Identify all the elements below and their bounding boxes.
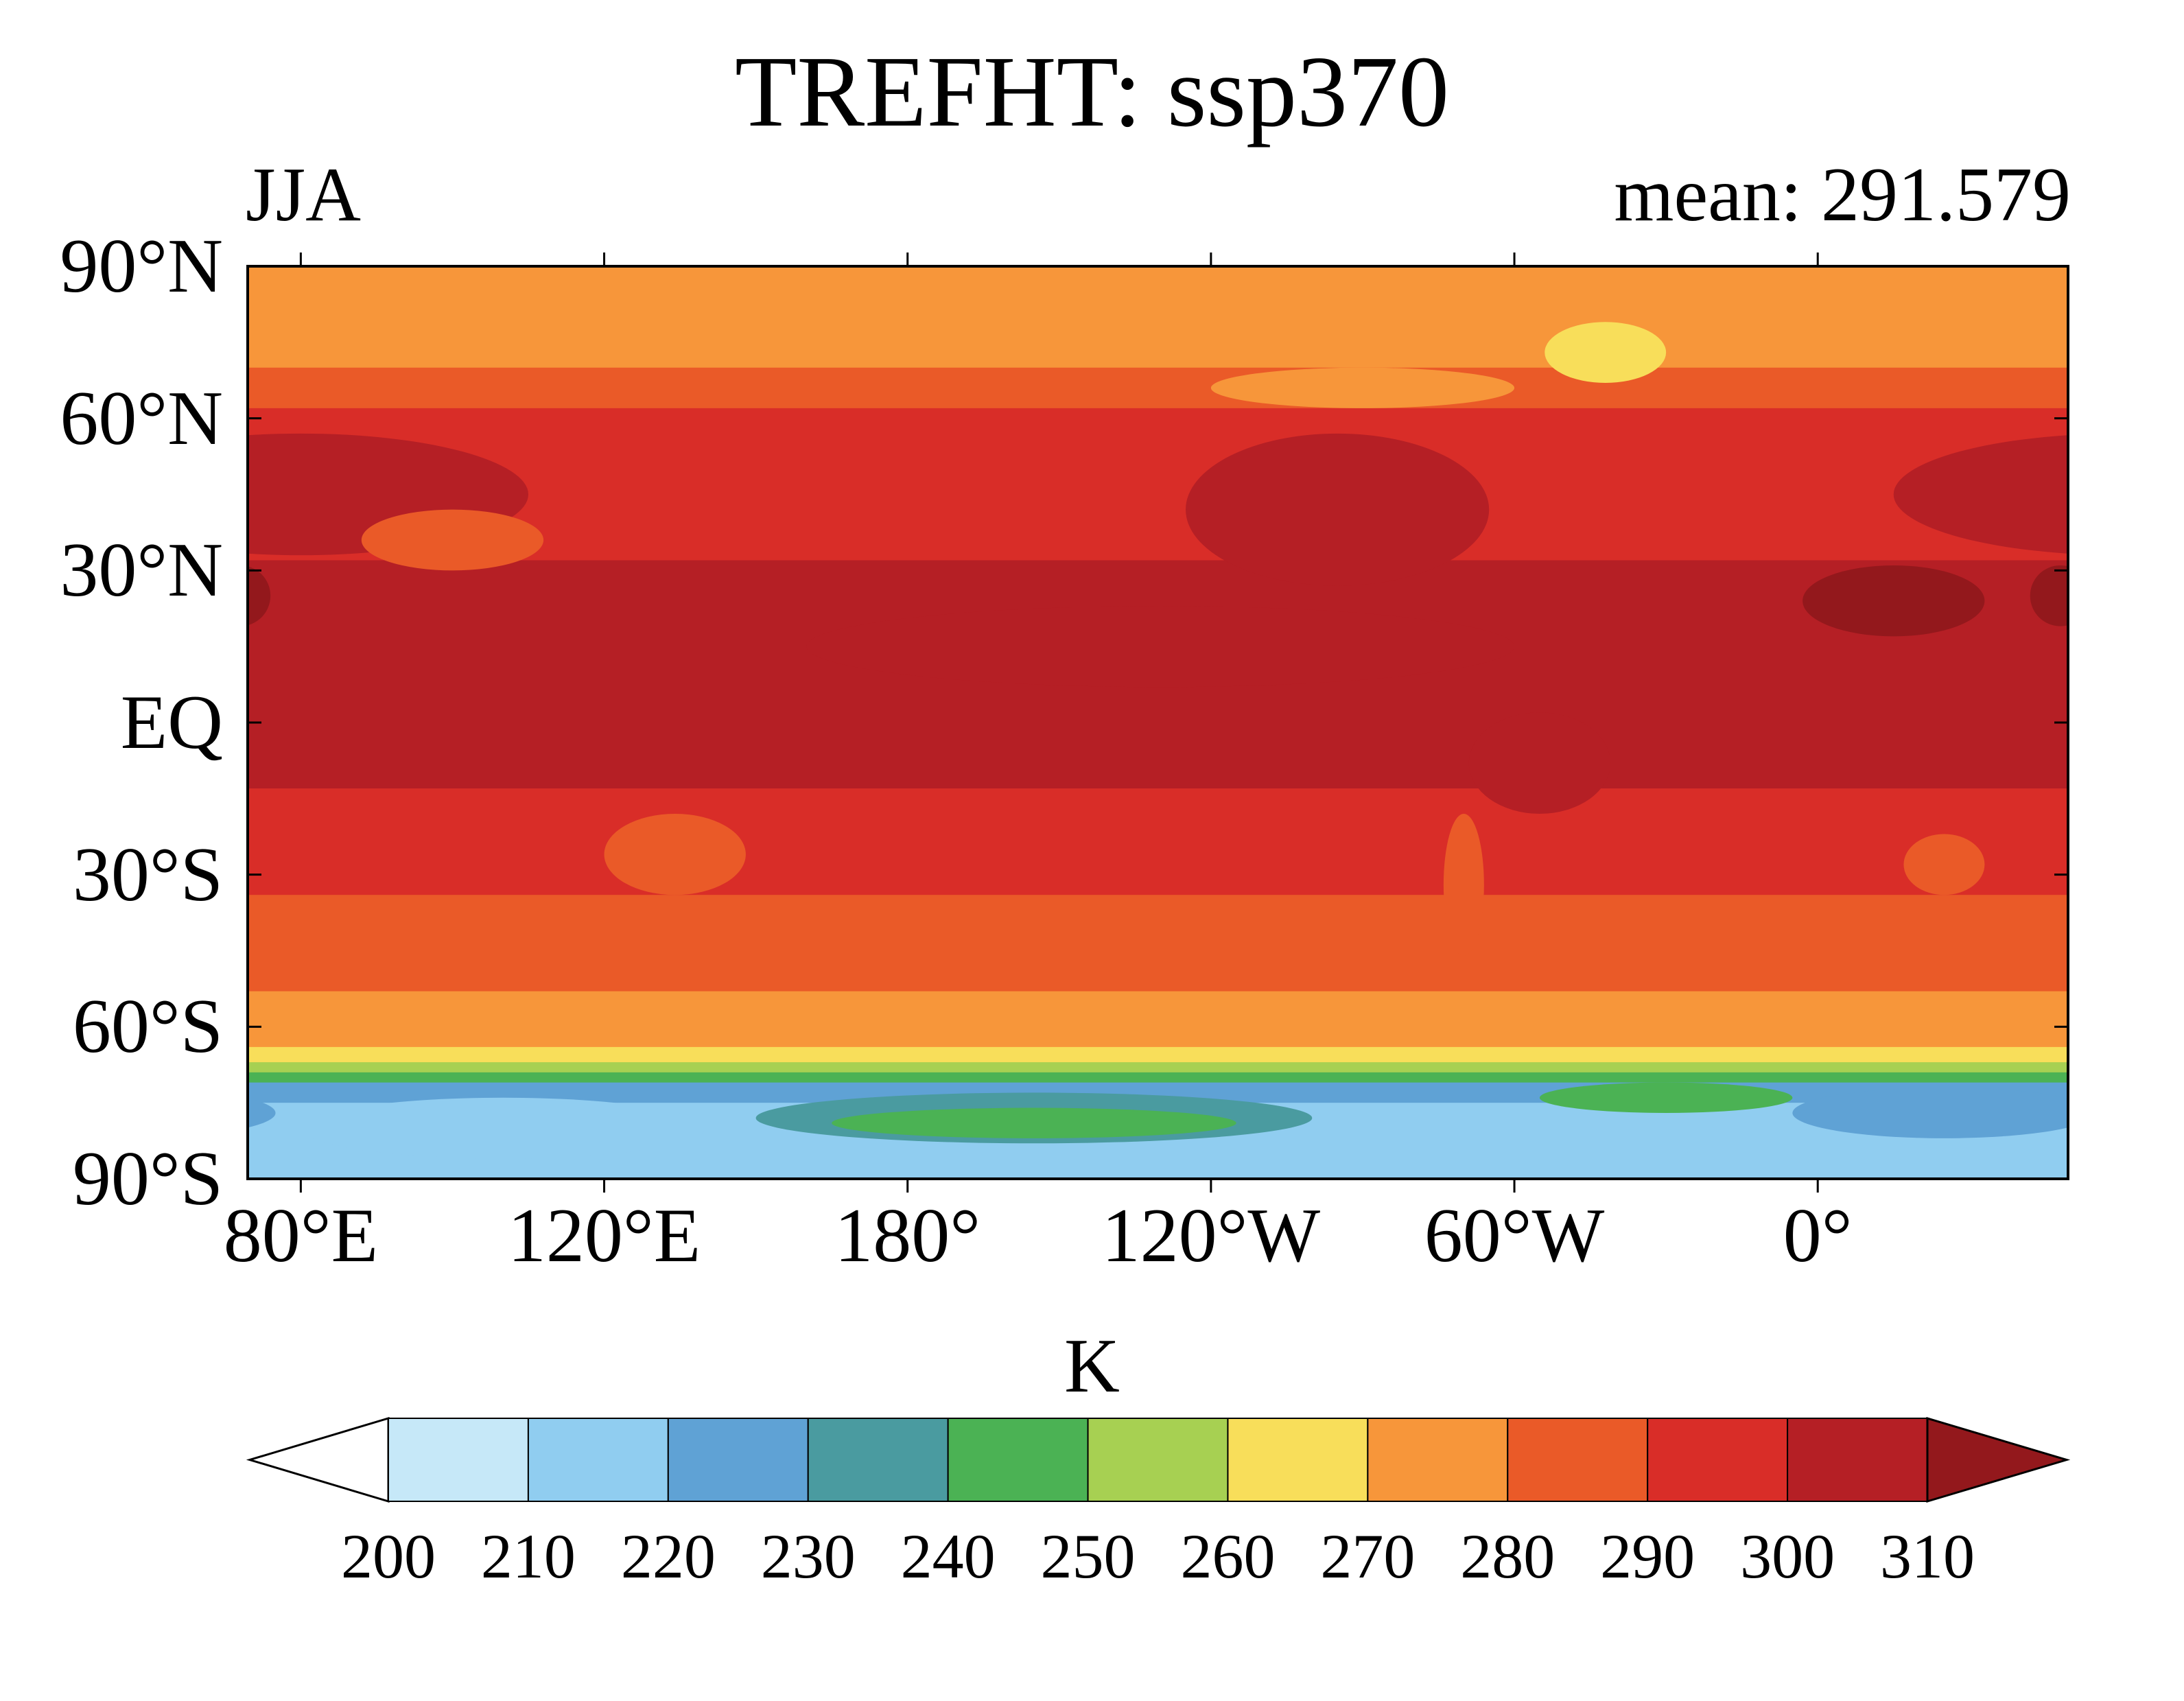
- colorbar-units-label: K: [1064, 1324, 1120, 1409]
- colorbar-tick-label: 270: [1320, 1521, 1416, 1591]
- region-arabia: [248, 566, 271, 626]
- region-antarctic-east-blue: [1792, 1088, 2068, 1138]
- colorbar-segment: [1227, 1418, 1369, 1502]
- region-antarctic-plateau: [301, 1097, 705, 1159]
- colorbar-segment: [667, 1418, 809, 1502]
- region-greenland: [1545, 322, 1667, 383]
- zonal-band: [248, 367, 2068, 409]
- colorbar-tick-label: 220: [620, 1521, 716, 1591]
- colorbar-segment: [1087, 1418, 1229, 1502]
- colorbar-extend-high: [1926, 1416, 2071, 1503]
- season-label: JJA: [246, 152, 362, 237]
- zonal-band: [248, 1062, 2068, 1073]
- region-brazil: [1468, 712, 1611, 814]
- y-tick-label: 90°N: [60, 224, 223, 309]
- region-australia: [604, 814, 746, 895]
- x-tick-label: 60°W: [1424, 1193, 1605, 1278]
- zonal-band: [248, 266, 2068, 368]
- region-antarctic-weddell-green: [1539, 1082, 1793, 1113]
- colorbar-segment: [1367, 1418, 1509, 1502]
- region-andes: [1443, 814, 1484, 956]
- colorbar-segment: [1787, 1418, 1928, 1502]
- colorbar-tick-label: 250: [1040, 1521, 1136, 1591]
- colorbar-extend-low: [246, 1416, 390, 1503]
- zonal-band: [248, 1072, 2068, 1083]
- colorbar-tick-label: 260: [1180, 1521, 1276, 1591]
- colorbar-tick-label: 310: [1880, 1521, 1975, 1591]
- region-antarctic-plateau: [2121, 1098, 2184, 1159]
- zonal-band: [248, 895, 2068, 992]
- x-tick-label: 120°E: [507, 1193, 701, 1278]
- y-tick-label: 30°N: [60, 528, 223, 613]
- region-tibet: [361, 509, 544, 571]
- colorbar-segment: [1647, 1418, 1789, 1502]
- region-arabia: [2030, 565, 2068, 626]
- colorbar-segment: [527, 1418, 669, 1502]
- zonal-band: [248, 788, 2068, 896]
- colorbar-segment: [388, 1418, 529, 1502]
- colorbar-tick-label: 300: [1740, 1521, 1835, 1591]
- colorbar-tick-label: 280: [1460, 1521, 1555, 1591]
- zonal-band: [248, 408, 2068, 561]
- region-north-america: [1186, 433, 1490, 586]
- x-tick-label: 120°W: [1101, 1193, 1321, 1278]
- y-tick-label: 60°S: [72, 984, 223, 1070]
- x-tick-label: 0°: [1783, 1193, 1853, 1278]
- y-tick-label: 60°N: [60, 375, 223, 461]
- chart-title: TREFHT: ssp370: [734, 36, 1450, 148]
- x-tick-label: 80°E: [223, 1193, 378, 1278]
- y-tick-label: 90°S: [72, 1136, 223, 1221]
- y-tick-label: 30°S: [72, 832, 223, 917]
- region-arctic-canada: [1210, 367, 1515, 408]
- x-tick-label: 180°: [834, 1193, 981, 1278]
- colorbar-tick-label: 210: [480, 1521, 576, 1591]
- colorbar-tick-label: 230: [760, 1521, 856, 1591]
- region-east-pacific-warm: [806, 606, 1515, 688]
- colorbar-segment: [947, 1418, 1089, 1502]
- colorbar-tick-label: 240: [900, 1521, 996, 1591]
- zonal-band: [248, 991, 2068, 1048]
- zonal-band: [248, 1046, 2068, 1064]
- region-eurasia: [1893, 435, 2068, 554]
- colorbar-tick-label: 200: [341, 1521, 436, 1591]
- mean-label: mean: 291.579: [1614, 152, 2071, 237]
- region-sahara: [1803, 565, 1985, 637]
- colorbar-segment: [1507, 1418, 1649, 1502]
- region-antarctic-ross-green: [832, 1107, 1236, 1138]
- colorbar-segment: [807, 1418, 949, 1502]
- region-south-africa: [1903, 834, 1985, 895]
- y-tick-label: EQ: [120, 680, 223, 765]
- colorbar-tick-label: 290: [1600, 1521, 1695, 1591]
- region-antarctic-east-blue: [248, 1098, 276, 1128]
